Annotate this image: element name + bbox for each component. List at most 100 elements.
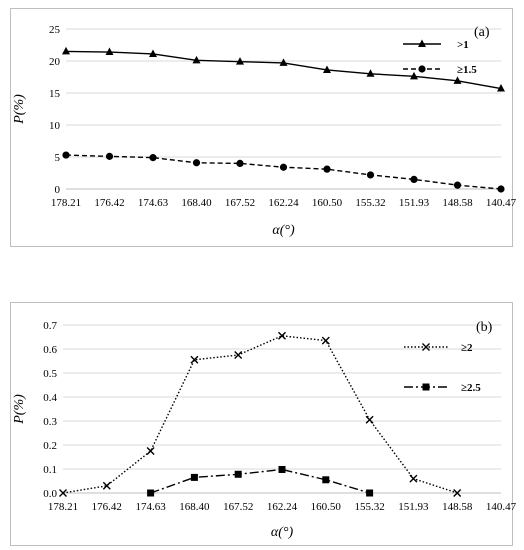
chart-a-series-1 (62, 151, 505, 193)
chart-b-ytick-label: 0.0 (43, 488, 57, 500)
chart-a-series-1-point (62, 151, 70, 159)
chart-b-xtick-label: 151.93 (398, 501, 429, 513)
chart-b-series-0-point (102, 481, 111, 490)
chart-b-series-1-point (322, 476, 330, 484)
chart-b-ytick-label: 0.6 (43, 344, 57, 356)
chart-a-series-0-point (192, 55, 201, 64)
chart-a-series-0-point (105, 47, 114, 56)
chart-a-svg: 0 5 10 15 20 25 178.21 176.42 174.63 168.40 167.52… (12, 24, 517, 238)
chart-b-legend-marker-1 (422, 383, 430, 391)
chart-a-series-0-point (497, 84, 505, 92)
chart-a-xtick-label: 162.24 (268, 197, 299, 209)
chart-b-series-1-point (147, 489, 155, 497)
chart-b-series-1-point (234, 470, 242, 478)
chart-b-series-1-line (150, 468, 370, 494)
chart-b-series-1-point (366, 489, 374, 497)
chart-a-ytick-label: 15 (49, 88, 61, 100)
chart-b-series-1 (147, 465, 374, 497)
chart-a-ytick-label: 0 (55, 184, 61, 196)
chart-b-y-axis-title: P(%) (12, 394, 27, 425)
chart-b-legend-label-0: ≥2 (461, 342, 473, 354)
chart-a-series-0-point (279, 58, 288, 66)
chart-a-series-1-point (192, 159, 201, 167)
chart-b-ytick-label: 0.5 (43, 368, 57, 380)
chart-b-series-0-point (453, 489, 462, 497)
chart-a-panel-label: (a) (474, 25, 490, 40)
chart-b-x-axis-title: α(°) (271, 525, 294, 540)
chart-b-legend-entry-0: ≥2 (404, 342, 473, 354)
chart-a-series-0-point (149, 49, 157, 57)
chart-a-series-1-line (65, 154, 502, 190)
chart-a-series-0-point (62, 46, 70, 55)
chart-a-legend-label-0: >1 (457, 39, 469, 51)
chart-b-xtick-label: 167.52 (223, 501, 253, 513)
chart-a-ytick-label: 25 (49, 24, 61, 36)
chart-a-y-axis-title: P(%) (12, 94, 27, 125)
chart-a-series-1-point (497, 185, 505, 193)
chart-b-series-0-point (59, 489, 67, 497)
chart-b-xtick-label: 155.32 (354, 501, 384, 513)
chart-a-xtick-label: 155.32 (355, 197, 385, 209)
chart-b-legend-entry-1: ≥2.5 (404, 382, 481, 394)
chart-a-xtick-label: 140.47 (486, 197, 517, 209)
chart-a-xtick-label: 160.50 (312, 197, 343, 209)
chart-a-ytick-label: 20 (49, 56, 61, 68)
chart-b-series-0-point (146, 447, 155, 455)
chart-a-xtick-label: 148.58 (442, 197, 473, 209)
chart-b-xtick-label: 178.21 (48, 501, 78, 513)
chart-b-panel-label: (b) (476, 320, 493, 335)
chart-a-xtick-label: 178.21 (51, 197, 81, 209)
chart-b-panel: 0.0 0.1 0.2 0.3 0.4 0.5 0.6 0.7 178.21 176.42 174.… (10, 302, 517, 546)
chart-a-series-1-point (410, 175, 418, 183)
chart-b-series-0-point (365, 415, 374, 424)
chart-a-legend-marker-1 (418, 65, 426, 73)
chart-a-series-1-point (366, 171, 375, 179)
chart-a-xtick-label: 168.40 (181, 197, 212, 209)
chart-b-ytick-label: 0.2 (43, 440, 57, 452)
chart-a-panel: 0 5 10 15 20 25 178.21 176.42 174.63 168.40 167.52… (10, 8, 517, 247)
chart-b-ytick-label: 0.4 (43, 392, 57, 404)
chart-a-xtick-label: 167.52 (225, 197, 255, 209)
chart-b-ytick-label: 0.1 (43, 464, 57, 476)
chart-b-ytick-label: 0.7 (43, 320, 57, 332)
chart-a-legend-label-1: ≥1.5 (457, 64, 477, 76)
chart-b-series-0-point (278, 331, 286, 340)
chart-a-series-0-point (410, 71, 418, 80)
chart-a-xtick-label: 151.93 (399, 197, 430, 209)
chart-b-series-0 (59, 331, 462, 497)
chart-b-series-0-point (321, 336, 330, 345)
chart-b-xtick-label: 174.63 (135, 501, 166, 513)
chart-b-series-0-point (234, 351, 243, 359)
chart-b-series-0-point (409, 474, 418, 483)
chart-b-xtick-label: 148.58 (442, 501, 473, 513)
chart-b-series-0-point (190, 355, 199, 364)
chart-b-xtick-label: 140.47 (486, 501, 517, 513)
chart-b-legend-marker-0 (422, 343, 430, 351)
chart-b-ytick-label: 0.3 (43, 416, 57, 428)
chart-a-series-0-point (323, 65, 331, 73)
chart-a-series-1-point (236, 159, 244, 167)
chart-b-legend-label-1: ≥2.5 (461, 382, 481, 394)
chart-b-svg: 0.0 0.1 0.2 0.3 0.4 0.5 0.6 0.7 178.21 176.42 174.… (12, 320, 517, 540)
chart-a-series-0-point (453, 76, 462, 84)
chart-a-xtick-label: 176.42 (94, 197, 124, 209)
chart-a-series-1-point (149, 154, 157, 162)
chart-a-series-1-point (323, 165, 331, 173)
chart-a-series-1-point (105, 152, 114, 160)
chart-a-x-axis-title: α(°) (272, 223, 295, 238)
chart-a-series-1-point (453, 181, 462, 189)
chart-a-series-1-point (279, 163, 288, 171)
chart-a-series-0 (62, 46, 505, 92)
chart-b-xtick-label: 160.50 (311, 501, 342, 513)
chart-b-series-1-point (190, 473, 198, 481)
chart-a-legend-marker-0 (418, 39, 426, 47)
chart-a-series-0-point (366, 69, 375, 77)
chart-a-ytick-label: 5 (55, 152, 61, 164)
chart-a-legend-entry-1: ≥1.5 (403, 64, 477, 76)
chart-b-xtick-label: 168.40 (179, 501, 210, 513)
chart-a-series-0-line (65, 50, 502, 90)
chart-b-series-1-point (278, 465, 286, 473)
chart-a-ytick-label: 10 (49, 120, 61, 132)
chart-a-xtick-label: 174.63 (138, 197, 169, 209)
chart-a-series-0-point (236, 57, 244, 65)
